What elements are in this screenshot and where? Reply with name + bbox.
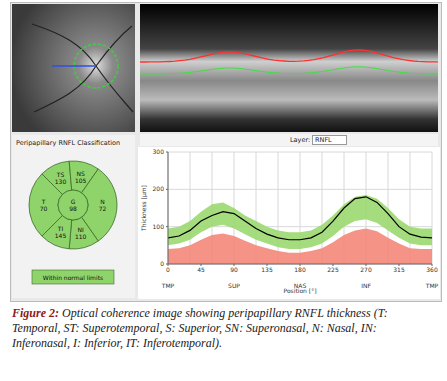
svg-text:G: G: [71, 198, 76, 205]
svg-text:360: 360: [426, 266, 438, 273]
svg-text:0: 0: [160, 260, 164, 267]
svg-text:SUP: SUP: [228, 282, 240, 288]
svg-text:INF: INF: [361, 282, 371, 288]
svg-text:Within normal limits: Within normal limits: [43, 274, 103, 281]
svg-text:NI: NI: [78, 226, 84, 233]
svg-text:TI: TI: [57, 225, 64, 232]
svg-text:270: 270: [360, 266, 372, 273]
html-text:RNFL: RNFL: [315, 136, 332, 144]
svg-text:300: 300: [153, 148, 165, 155]
svg-text:TMP: TMP: [425, 282, 439, 288]
svg-text:N: N: [100, 198, 105, 205]
svg-text:180: 180: [294, 266, 306, 273]
svg-text:98: 98: [69, 205, 77, 212]
svg-text:NS: NS: [76, 170, 84, 177]
svg-text:135: 135: [261, 266, 273, 273]
svg-text:45: 45: [197, 266, 205, 273]
svg-text:72: 72: [99, 205, 107, 212]
svg-text:130: 130: [55, 178, 67, 185]
svg-text:Thickness [µm]: Thickness [µm]: [140, 185, 148, 232]
svg-text:200: 200: [153, 185, 165, 192]
svg-text:TMP: TMP: [161, 282, 175, 288]
html-text:Position [°]: Position [°]: [283, 287, 317, 294]
svg-text:Peripapillary RNFL Classificat: Peripapillary RNFL Classification: [16, 139, 120, 147]
html-text:Layer:: Layer:: [290, 136, 311, 144]
svg-text:0: 0: [166, 266, 170, 273]
svg-text:105: 105: [75, 177, 87, 184]
svg-text:100: 100: [153, 223, 165, 230]
svg-text:70: 70: [40, 205, 48, 212]
svg-text:145: 145: [55, 232, 67, 239]
svg-text:90: 90: [230, 266, 238, 273]
svg-text:315: 315: [393, 266, 405, 273]
svg-text:225: 225: [327, 266, 339, 273]
svg-text:TS: TS: [56, 171, 65, 178]
svg-text:T: T: [41, 198, 46, 205]
html-text:Figure 2: Optical coherence im: Figure 2: Optical coherence image showin…: [12, 306, 388, 350]
svg-text:110: 110: [75, 233, 87, 240]
